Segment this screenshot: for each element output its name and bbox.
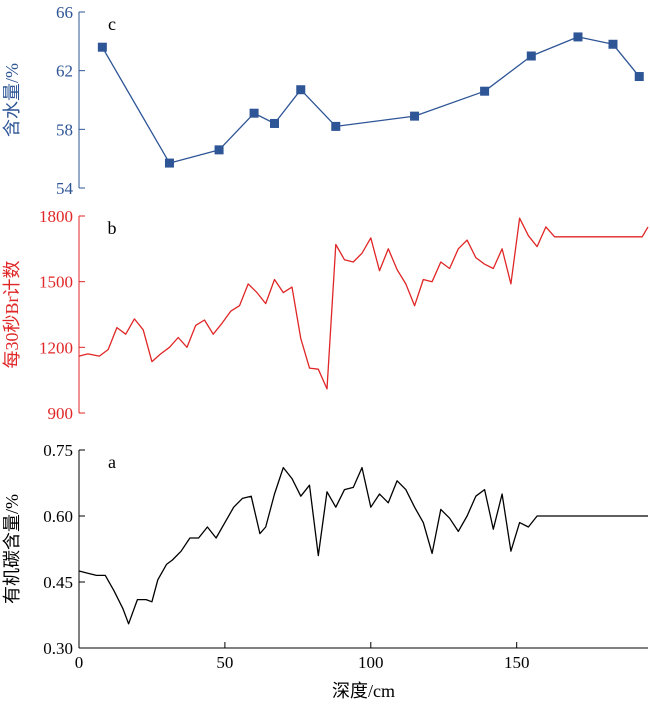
data-point [480, 86, 490, 96]
y-axis-label: 含水量/% [2, 63, 22, 137]
y-tick-label: 1800 [39, 207, 73, 226]
panel-label: c [108, 14, 116, 34]
data-point [634, 72, 644, 82]
series-line [78, 466, 648, 625]
data-point [573, 32, 583, 42]
panel-a-organic-carbon: 0.30 0.45 0.60 0.75 有机碳含量/% a [2, 441, 648, 658]
y-tick-label: 900 [48, 404, 74, 423]
y-tick-label: 0.75 [43, 441, 73, 460]
y-axis-label: 每30秒Br计数 [2, 261, 22, 369]
panel-label: a [108, 452, 116, 472]
x-axis-label: 深度/cm [332, 681, 395, 701]
x-tick-label: 0 [75, 653, 84, 672]
y-tick-label: 0.30 [43, 639, 73, 658]
series-line [78, 217, 649, 390]
y-tick-label: 1500 [39, 273, 73, 292]
y-tick-label: 66 [56, 3, 73, 22]
y-tick-label: 0.60 [43, 507, 73, 526]
data-point [270, 118, 280, 128]
x-tick-label: 50 [216, 653, 233, 672]
y-tick-label: 58 [56, 120, 73, 139]
data-point [608, 39, 618, 49]
data-point [410, 111, 420, 121]
panel-label: b [108, 218, 117, 238]
x-tick-label: 100 [358, 653, 384, 672]
data-point [331, 121, 341, 131]
data-point [249, 108, 259, 118]
series-line [101, 36, 640, 164]
y-axis-label: 有机碳含量/% [2, 494, 22, 604]
data-point [214, 145, 224, 155]
x-tick-label: 150 [504, 653, 530, 672]
shared-x-axis: 0 50 100 150 深度/cm [75, 642, 648, 701]
data-point [296, 85, 306, 95]
y-tick-label: 0.45 [43, 573, 73, 592]
panel-b-br-counts: 900 1200 1500 1800 每30秒Br计数 b [2, 207, 649, 423]
y-tick-label: 1200 [39, 338, 73, 357]
data-point [164, 158, 174, 168]
y-tick-label: 62 [56, 62, 73, 81]
y-tick-label: 54 [56, 179, 74, 198]
data-point [97, 42, 107, 52]
data-point [526, 51, 536, 61]
panel-c-water-content: 54 58 62 66 含水量/% c [2, 3, 644, 198]
